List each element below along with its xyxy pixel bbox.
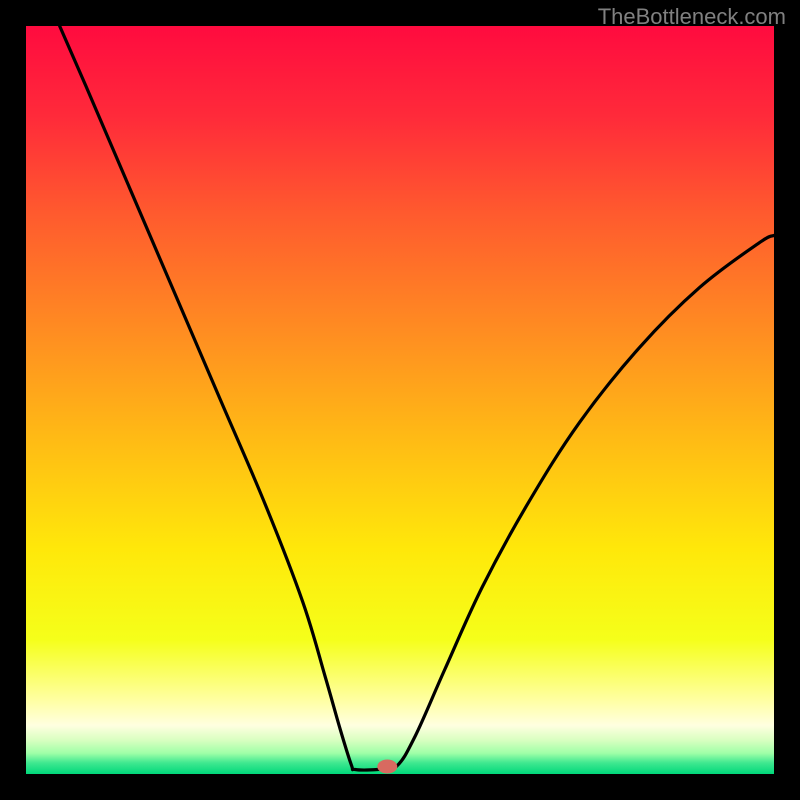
watermark-text: TheBottleneck.com [598,4,786,30]
bottleneck-chart [0,0,800,800]
gradient-background [26,26,774,774]
optimum-marker [377,760,397,774]
